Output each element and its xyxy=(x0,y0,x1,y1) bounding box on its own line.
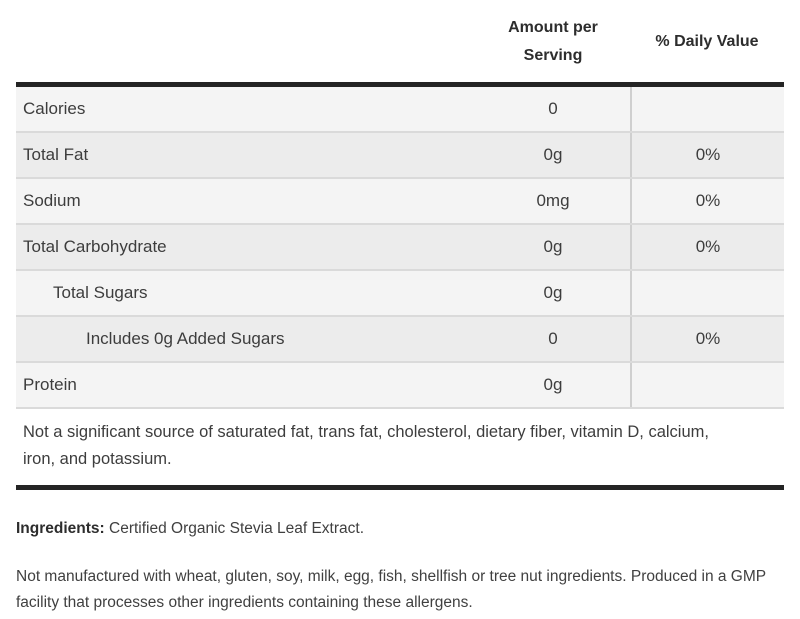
ingredients-text: Certified Organic Stevia Leaf Extract. xyxy=(104,520,365,537)
row-label: Includes 0g Added Sugars xyxy=(86,329,285,348)
row-daily-value xyxy=(630,363,784,407)
row-amount: 0g xyxy=(543,375,563,394)
row-daily-value: 0% xyxy=(630,317,784,361)
row-amount: 0mg xyxy=(536,191,570,210)
row-label: Protein xyxy=(23,375,77,394)
row-daily-value: 0% xyxy=(630,133,784,177)
row-daily-value xyxy=(630,87,784,131)
table-row-sodium: Sodium 0mg 0% xyxy=(16,179,784,225)
row-daily-value: 0% xyxy=(630,179,784,223)
row-amount: 0 xyxy=(548,99,558,118)
table-row-total-fat: Total Fat 0g 0% xyxy=(16,133,784,179)
amount-per-serving-header: Amount per Serving xyxy=(508,19,598,64)
row-amount: 0g xyxy=(543,283,563,302)
row-amount: 0 xyxy=(548,329,558,348)
not-significant-source-footnote: Not a significant source of saturated fa… xyxy=(16,409,784,485)
nutrition-table: Calories 0 Total Fat 0g 0% Sodium 0mg 0%… xyxy=(16,82,784,490)
row-daily-value xyxy=(630,271,784,315)
row-label: Total Sugars xyxy=(53,283,148,302)
row-amount: 0g xyxy=(543,145,563,164)
ingredients-line: Ingredients: Certified Organic Stevia Le… xyxy=(16,516,784,542)
row-label: Calories xyxy=(23,99,86,118)
table-row-protein: Protein 0g xyxy=(16,363,784,409)
table-row-total-sugars: Total Sugars 0g xyxy=(16,271,784,317)
table-row-total-carbohydrate: Total Carbohydrate 0g 0% xyxy=(16,225,784,271)
table-row-calories: Calories 0 xyxy=(16,87,784,133)
nutrition-header: Amount per Serving % Daily Value xyxy=(16,0,784,82)
ingredients-label: Ingredients: xyxy=(16,520,105,537)
daily-value-header: % Daily Value xyxy=(655,33,759,50)
allergen-note: Not manufactured with wheat, gluten, soy… xyxy=(16,568,766,611)
row-daily-value: 0% xyxy=(630,225,784,269)
table-row-added-sugars: Includes 0g Added Sugars 0 0% xyxy=(16,317,784,363)
row-label: Total Carbohydrate xyxy=(23,237,167,256)
row-label: Sodium xyxy=(23,191,81,210)
row-amount: 0g xyxy=(543,237,563,256)
row-label: Total Fat xyxy=(23,145,89,164)
